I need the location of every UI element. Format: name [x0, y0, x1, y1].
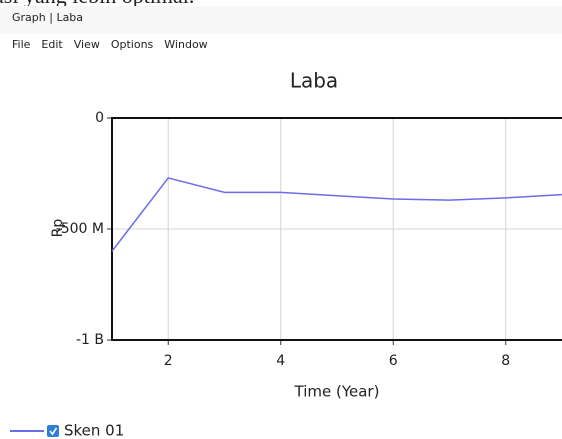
menu-item[interactable]: Edit	[41, 38, 63, 51]
x-tick-label: 8	[501, 353, 510, 369]
menu-item[interactable]: Options	[111, 38, 154, 51]
legend-label: Sken 01	[64, 422, 124, 439]
window-title: Graph | Laba	[12, 11, 83, 24]
x-tick-label: 4	[276, 353, 285, 369]
menu-bar: File Edit View Options Window	[12, 38, 208, 51]
y-axis-label: Rp	[50, 219, 66, 238]
x-tick-label: 2	[164, 353, 173, 369]
data-line	[111, 177, 562, 252]
menu-item[interactable]: View	[74, 38, 100, 51]
chart-title: Laba	[290, 69, 338, 93]
y-tick-label: -500 M	[56, 221, 104, 237]
x-tick-label: 6	[389, 353, 398, 369]
menu-item[interactable]: File	[12, 38, 31, 51]
plot-frame	[111, 117, 562, 341]
x-axis-label: Time (Year)	[294, 383, 380, 401]
background-text: asi yang lebih optimal.	[0, 0, 194, 8]
y-tick-label: 0	[95, 110, 104, 126]
legend-checkbox[interactable]	[47, 425, 59, 437]
menu-item[interactable]: Window	[164, 38, 207, 51]
y-tick-label: -1 B	[76, 332, 104, 348]
title-bar	[0, 6, 562, 34]
check-mark	[49, 427, 58, 436]
